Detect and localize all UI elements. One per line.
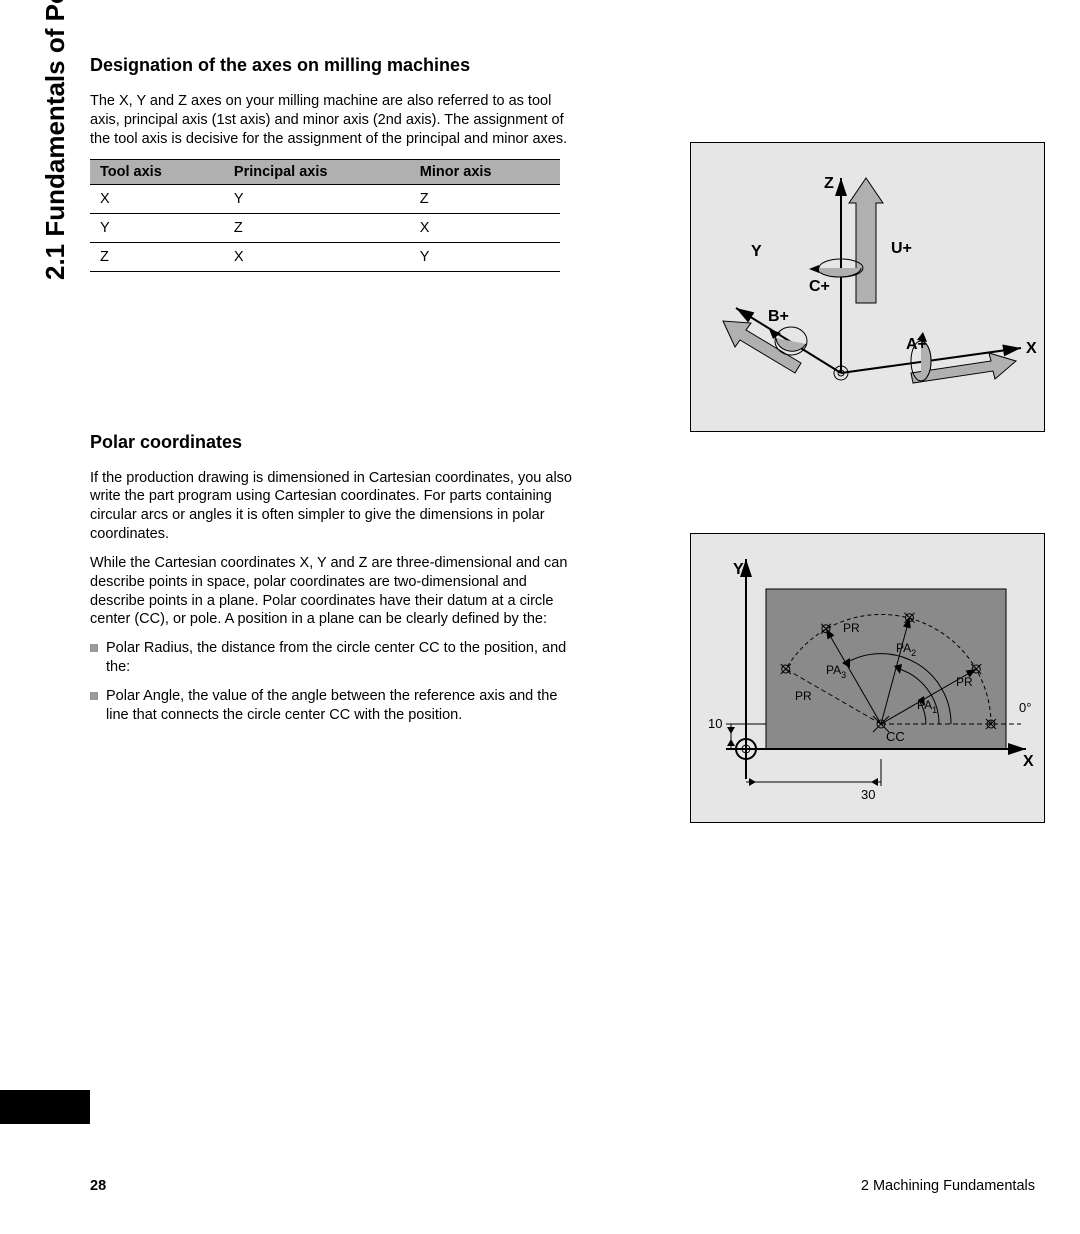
page-number: 28 (90, 1178, 106, 1194)
cell: Z (410, 184, 560, 213)
pr-label-l: PR (795, 689, 812, 703)
figure2-svg: Y X CC 0° (691, 534, 1046, 824)
pr-label-t: PR (843, 621, 860, 635)
figure1-svg: Z X Y U+ C+ (691, 143, 1046, 433)
footer: 28 2 Machining Fundamentals (90, 1178, 1035, 1194)
a-label: A+ (906, 336, 927, 353)
cell: X (224, 242, 410, 271)
cell: X (90, 184, 224, 213)
u-label: U+ (891, 240, 912, 257)
b-label: B+ (768, 308, 789, 325)
cell: Y (224, 184, 410, 213)
c-plus-rotation: C+ (809, 259, 863, 295)
table-row: X Y Z (90, 184, 560, 213)
cell: Z (224, 213, 410, 242)
dim-30-label: 30 (861, 787, 875, 802)
table-row: Y Z X (90, 213, 560, 242)
cell: Y (90, 213, 224, 242)
axes-table: Tool axis Principal axis Minor axis X Y … (90, 159, 560, 272)
fig2-y-label: Y (733, 561, 744, 578)
main-content: Designation of the axes on milling machi… (90, 55, 1035, 735)
table-row: Z X Y (90, 242, 560, 271)
x-label: X (1026, 340, 1037, 357)
z-label: Z (824, 175, 834, 192)
section2-para2: While the Cartesian coordinates X, Y and… (90, 554, 575, 629)
section2-para1: If the production drawing is dimensioned… (90, 469, 575, 544)
section1-title: Designation of the axes on milling machi… (90, 55, 575, 76)
figure-polar: Y X CC 0° (690, 533, 1045, 823)
section2: Polar coordinates If the production draw… (90, 432, 575, 725)
u-plus-arrow: U+ (849, 178, 912, 303)
bullet-item: Polar Radius, the distance from the circ… (90, 639, 575, 677)
side-section-text: 2.1 Fundamentals of Positioning (40, 0, 70, 280)
chapter-label: 2 Machining Fundamentals (861, 1178, 1035, 1194)
cc-label: CC (886, 729, 905, 744)
side-section-label: 2.1 Fundamentals of Positioning (40, 0, 71, 280)
fig2-x-label: X (1023, 753, 1034, 770)
th-tool-axis: Tool axis (90, 159, 224, 184)
section1-para1: The X, Y and Z axes on your milling mach… (90, 92, 575, 149)
cell: Z (90, 242, 224, 271)
left-column: Designation of the axes on milling machi… (90, 55, 575, 725)
th-minor-axis: Minor axis (410, 159, 560, 184)
zero-label: 0° (1019, 700, 1031, 715)
bullet-item: Polar Angle, the value of the angle betw… (90, 687, 575, 725)
section2-title: Polar coordinates (90, 432, 575, 453)
thumb-tab (0, 1090, 90, 1124)
y-label: Y (751, 243, 762, 260)
dim-10-label: 10 (708, 716, 722, 731)
c-label: C+ (809, 278, 830, 295)
cell: Y (410, 242, 560, 271)
work-rect (766, 589, 1006, 749)
dim-30: 30 (746, 759, 881, 802)
th-principal-axis: Principal axis (224, 159, 410, 184)
pr-label-r: PR (956, 675, 973, 689)
cell: X (410, 213, 560, 242)
bullet-list: Polar Radius, the distance from the circ… (90, 639, 575, 724)
figure-axes-3d: Z X Y U+ C+ (690, 142, 1045, 432)
